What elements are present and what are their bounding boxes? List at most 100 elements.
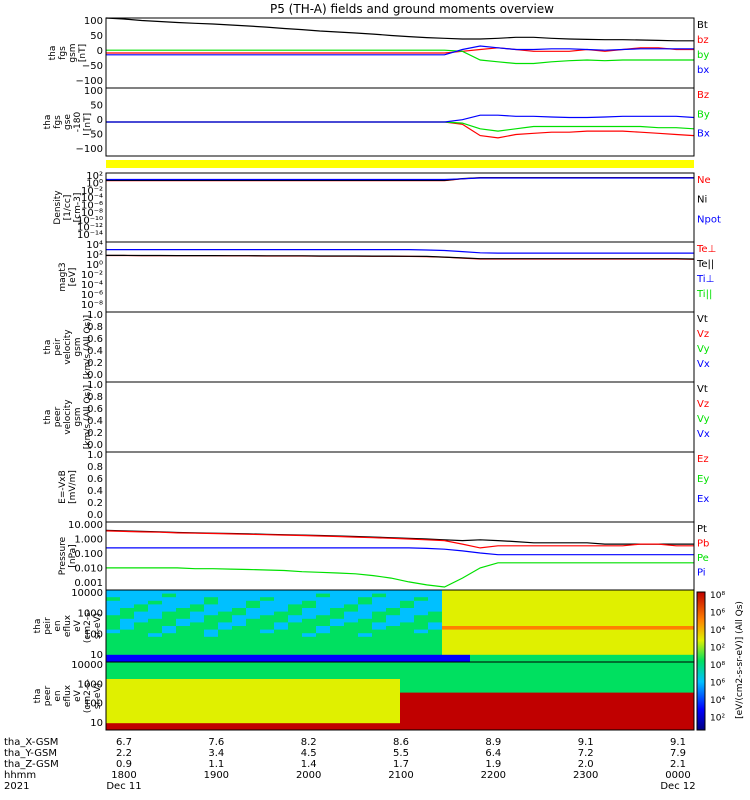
spectrogram-cell <box>400 702 415 707</box>
spectrogram-cell <box>204 723 219 728</box>
spectrogram-cell <box>456 665 471 670</box>
spectrogram-cell <box>162 719 177 724</box>
spectrogram-cell <box>610 636 625 641</box>
spectrogram-cell <box>218 719 233 724</box>
spectrogram-cell <box>246 662 261 666</box>
spectrogram-cell <box>596 600 611 605</box>
spectrogram-cell <box>540 600 555 605</box>
spectrogram-cell <box>554 709 569 714</box>
spectrogram-cell <box>260 699 275 704</box>
spectrogram-cell <box>456 689 471 694</box>
spectrogram-cell <box>246 668 261 673</box>
spectrogram-cell <box>638 604 653 609</box>
spectrogram-cell <box>568 597 583 602</box>
spectrogram-cell <box>442 622 457 627</box>
y-tick-label: 0.4 <box>87 346 103 357</box>
spectrogram-cell <box>456 626 471 631</box>
spectrogram-cell <box>540 696 555 700</box>
spectrogram-cell <box>470 622 485 627</box>
spectrogram-cell <box>540 615 555 620</box>
spectrogram-cell <box>540 654 555 659</box>
spectrogram-cell <box>134 651 149 656</box>
series-line-Bz <box>106 121 695 139</box>
spectrogram-cell <box>134 647 149 652</box>
spectrogram-cell <box>498 590 513 595</box>
spectrogram-cell <box>386 593 401 598</box>
y-tick-label: 0.8 <box>87 462 103 473</box>
spectrogram-cell <box>456 633 471 638</box>
spectrogram-cell <box>638 618 653 623</box>
spectrogram-cell <box>400 685 415 690</box>
spectrogram-cell <box>414 618 429 623</box>
spectrogram-cell <box>442 713 457 717</box>
spectrogram-cell <box>638 593 653 598</box>
spectrogram-cell <box>148 709 163 714</box>
spectrogram-cell <box>274 692 289 697</box>
spectrogram-cell <box>428 675 443 680</box>
spectrogram-cell <box>232 622 247 627</box>
y-axis-label: E=-VxB <box>58 470 68 504</box>
spectrogram-cell <box>148 675 163 680</box>
spectrogram-cell <box>176 590 191 595</box>
spectrogram-cell <box>554 654 569 659</box>
spectrogram-cell <box>540 675 555 680</box>
spectrogram-cell <box>106 654 121 659</box>
spectrogram-cell <box>162 662 177 666</box>
spectrogram-cell <box>372 615 387 620</box>
spectrogram-cell <box>666 633 681 638</box>
spectrogram-cell <box>330 640 345 645</box>
spectrogram-cell <box>610 716 625 721</box>
spectrogram-cell <box>582 611 597 616</box>
spectrogram-cell <box>204 692 219 697</box>
spectrogram-cell <box>624 692 639 697</box>
spectrogram-cell <box>498 604 513 609</box>
spectrogram-cell <box>400 699 415 704</box>
spectrogram-cell <box>204 675 219 680</box>
spectrogram-cell <box>624 689 639 694</box>
spectrogram-cell <box>540 689 555 694</box>
spectrogram-cell <box>400 626 415 631</box>
spectrogram-cell <box>260 713 275 717</box>
spectrogram-cell <box>680 662 695 666</box>
spectrogram-cell <box>652 668 667 673</box>
y-tick-label: 10⁻⁸ <box>81 208 103 219</box>
spectrogram-cell <box>120 719 135 724</box>
spectrogram-cell <box>414 633 429 638</box>
spectrogram-cell <box>624 615 639 620</box>
spectrogram-cell <box>302 692 317 697</box>
spectrogram-cell <box>288 597 303 602</box>
spectrogram-cell <box>540 629 555 634</box>
spectrogram-cell <box>498 626 513 631</box>
spectrogram-cell <box>204 706 219 711</box>
y-axis-label: tha <box>43 410 53 425</box>
spectrogram-cell <box>372 654 387 659</box>
spectrogram-cell <box>512 611 527 616</box>
legend-label: Vt <box>697 314 708 325</box>
y-axis-label: tha <box>43 115 53 130</box>
spectrogram-cell <box>330 651 345 656</box>
spectrogram-cell <box>176 618 191 623</box>
y-axis-label: peer <box>43 685 53 706</box>
spectrogram-cell <box>624 672 639 677</box>
spectrogram-cell <box>260 636 275 641</box>
spectrogram-cell <box>372 597 387 602</box>
spectrogram-cell <box>610 679 625 683</box>
spectrogram-cell <box>470 651 485 656</box>
spectrogram-cell <box>400 644 415 649</box>
spectrogram-cell <box>386 618 401 623</box>
spectrogram-cell <box>316 716 331 721</box>
spectrogram-cell <box>554 672 569 677</box>
spectrogram-cell <box>568 600 583 605</box>
spectrogram-cell <box>148 685 163 690</box>
spectrogram-cell <box>442 702 457 707</box>
spectrogram-cell <box>554 615 569 620</box>
spectrogram-cell <box>190 713 205 717</box>
spectrogram-cell <box>274 615 289 620</box>
spectrogram-cell <box>148 600 163 605</box>
spectrogram-cell <box>498 723 513 728</box>
spectrogram-cell <box>260 622 275 627</box>
spectrogram-cell <box>652 692 667 697</box>
spectrogram-cell <box>134 723 149 728</box>
spectrogram-cell <box>134 615 149 620</box>
spectrogram-cell <box>358 668 373 673</box>
